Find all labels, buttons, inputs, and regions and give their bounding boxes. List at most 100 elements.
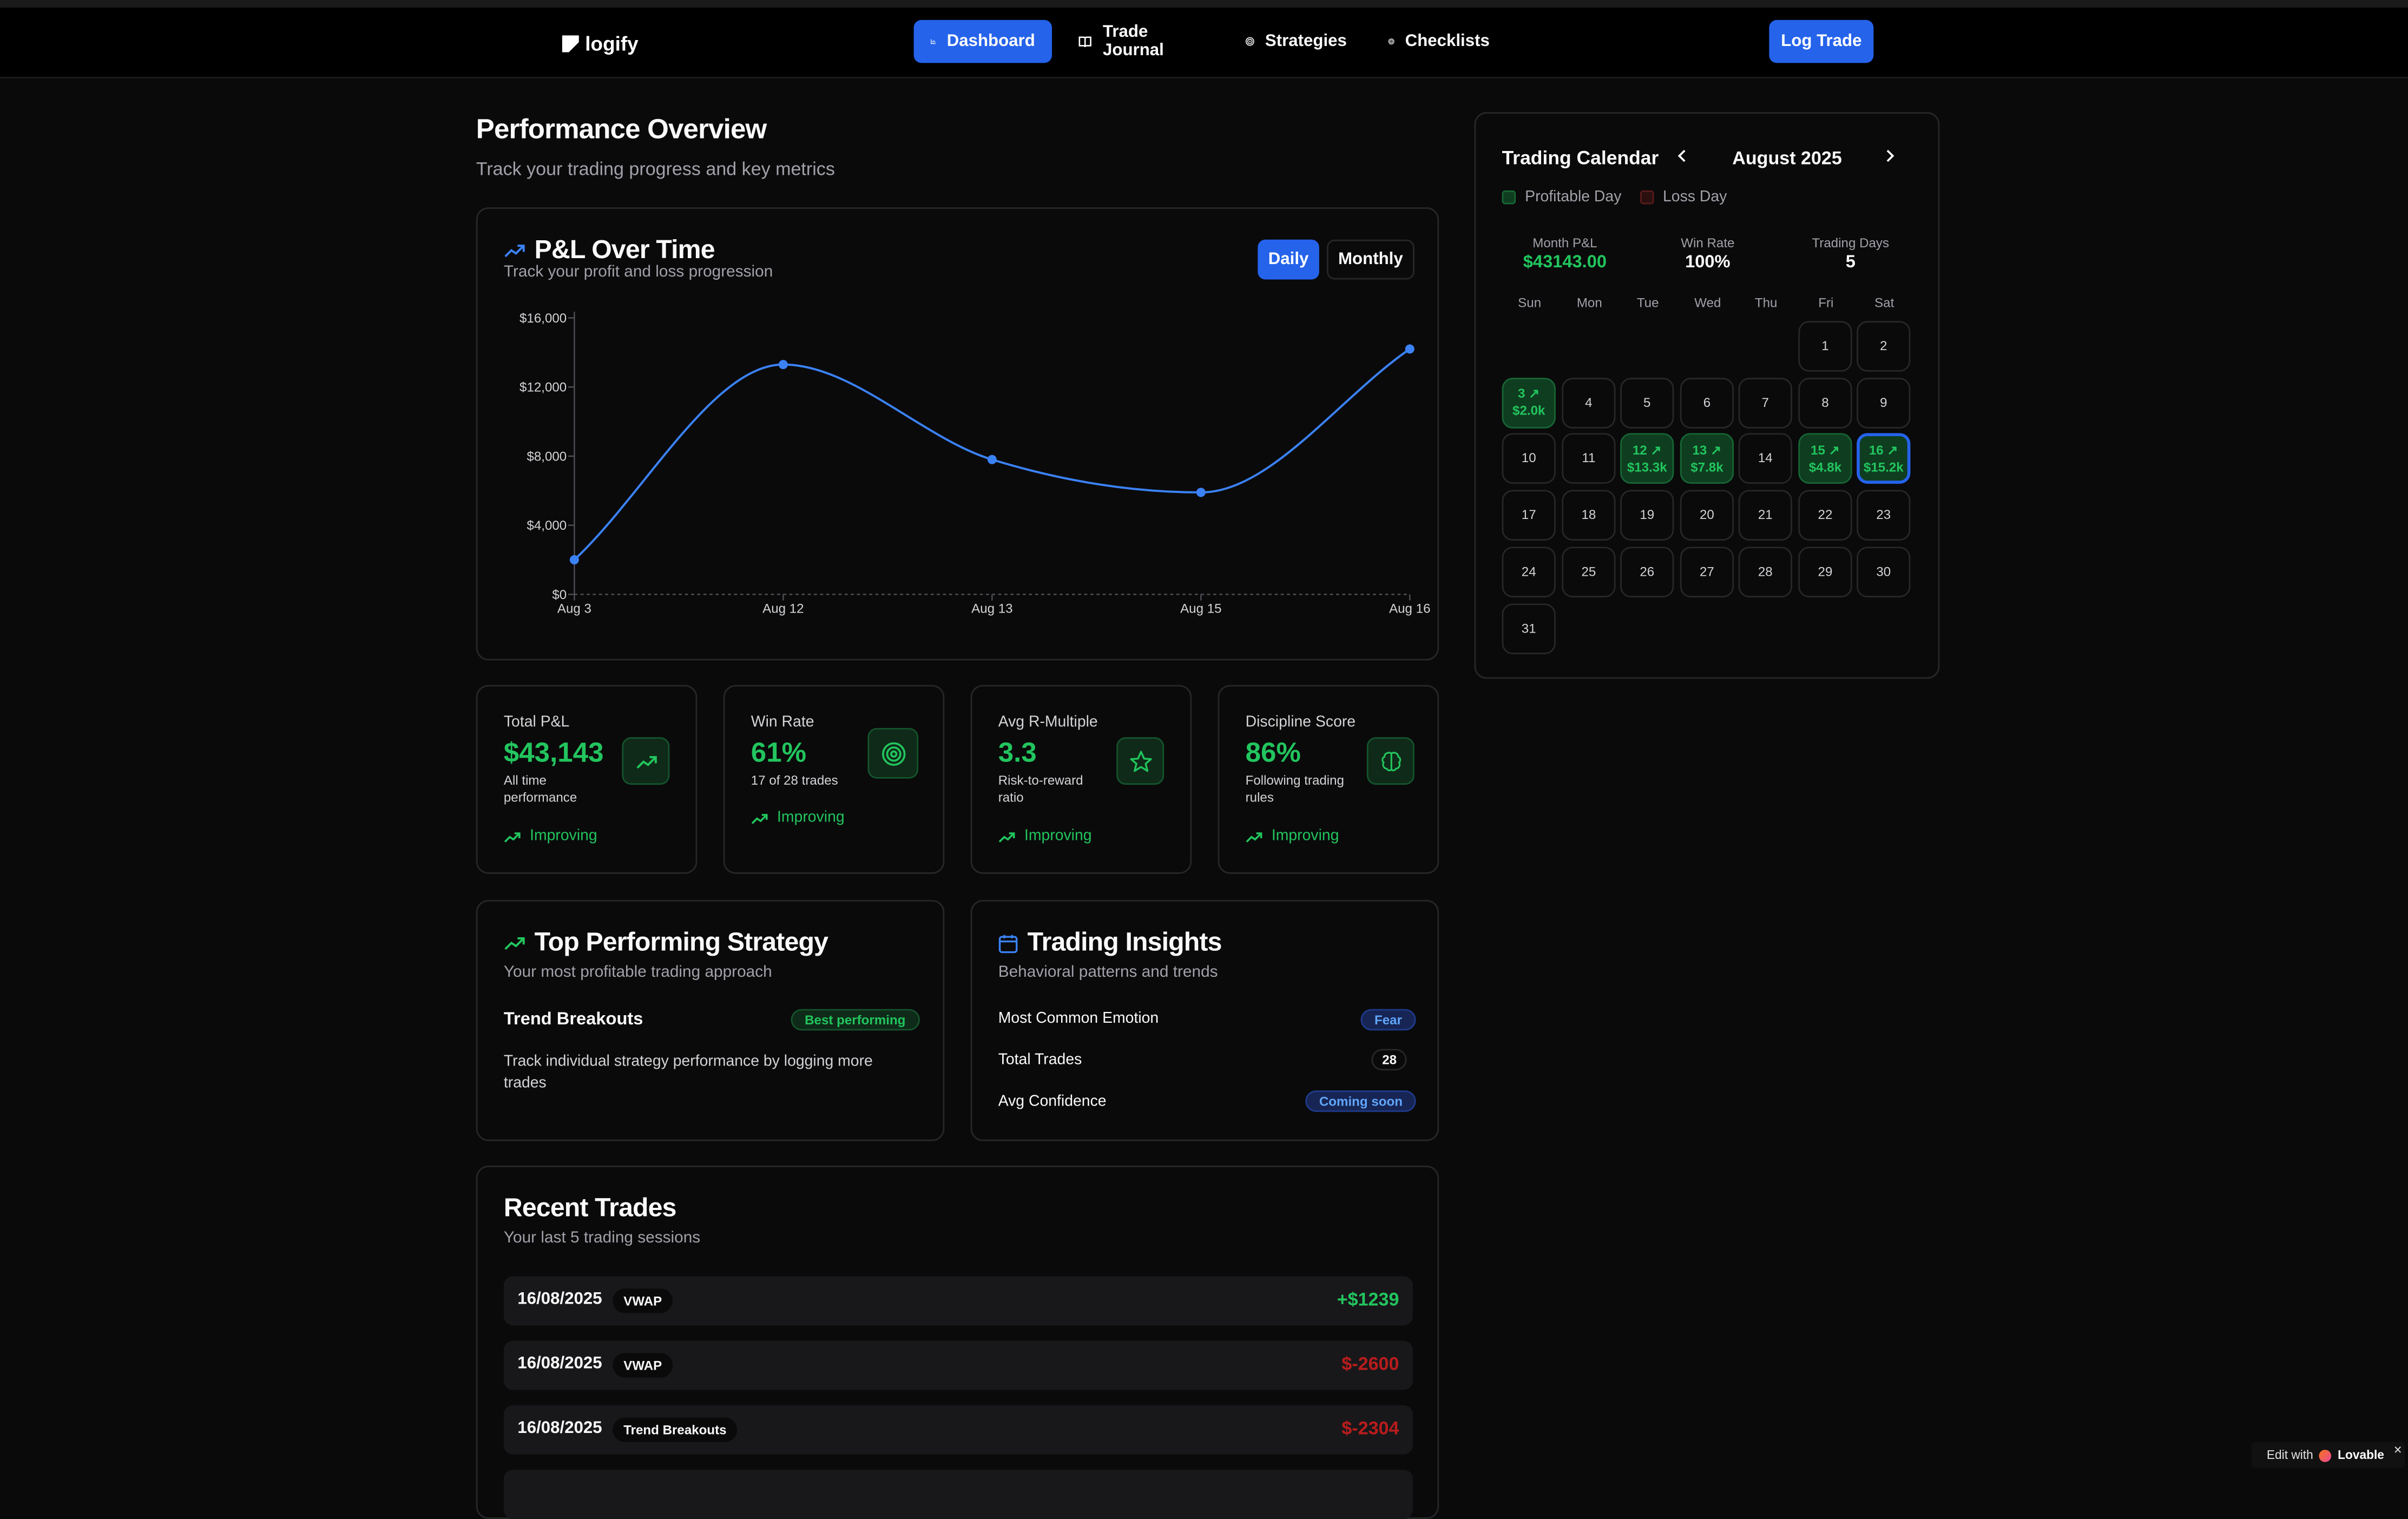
insights-header: Trading Insights (998, 928, 1222, 958)
top-strategy-subtitle: Your most profitable trading approach (503, 963, 772, 982)
calendar-day-14[interactable]: 14 (1738, 433, 1792, 485)
recent-trades-title: Recent Trades (503, 1193, 677, 1223)
strategy-note: Track individual strategy performance by… (503, 1053, 873, 1092)
pnl-line-chart: $0 $4,000 $8,000 $12,000 $16,000 Aug 3 Aug 12 A… (519, 311, 1430, 616)
log-trade-button[interactable]: Log Trade (1769, 19, 1874, 63)
metric-total-pnl: Total P&L $43,143 All time performance I… (476, 685, 698, 874)
target-icon (881, 741, 905, 765)
logo-icon (562, 35, 579, 52)
calendar-day-16[interactable]: 16 ↗ $15.2k (1857, 433, 1911, 485)
calendar-day-13[interactable]: 13 ↗ $7.8k (1680, 433, 1734, 485)
data-point (778, 360, 788, 370)
insight-label: Avg Confidence (998, 1093, 1107, 1110)
metric-discipline-score: Discipline Score 86% Following trading r… (1218, 685, 1439, 874)
data-point (987, 455, 997, 464)
weekday-label: Tue (1636, 294, 1659, 311)
day-pnl: $15.2k (1863, 459, 1904, 475)
calendar-day-1[interactable]: 1 (1798, 321, 1852, 372)
stat-label: Win Rate (1681, 235, 1735, 251)
recent-trades-card: Recent Trades Your last 5 trading sessio… (476, 1166, 1439, 1519)
trade-row[interactable] (503, 1469, 1413, 1519)
calendar-day-30[interactable]: 30 (1857, 546, 1911, 597)
calendar-day-3[interactable]: 3 ↗ $2.0k (1502, 377, 1556, 428)
calendar-day-24[interactable]: 24 (1502, 546, 1556, 597)
calendar-day-19[interactable]: 19 (1620, 490, 1674, 541)
day-pnl: $13.3k (1627, 459, 1667, 475)
insight-label: Total Trades (998, 1052, 1082, 1069)
calendar-day-28[interactable]: 28 (1738, 546, 1792, 597)
toggle-daily[interactable]: Daily (1258, 239, 1319, 280)
stat-value: $43143.00 (1523, 253, 1607, 272)
edit-with-lovable-badge[interactable]: Edit with Lovable × (2251, 1442, 2405, 1469)
total-trades-badge: 28 (1371, 1049, 1407, 1071)
nav-item-dashboard[interactable]: Dashboard (913, 19, 1052, 63)
calendar-day-17[interactable]: 17 (1502, 490, 1556, 541)
calendar-day-20[interactable]: 20 (1680, 490, 1734, 541)
badge-prefix: Edit with (2266, 1448, 2313, 1462)
calendar-day-5[interactable]: 5 (1620, 377, 1674, 428)
calendar-day-29[interactable]: 29 (1798, 546, 1852, 597)
y-tick-label: $12,000 (519, 380, 567, 395)
insight-label: Most Common Emotion (998, 1010, 1159, 1028)
metric-value: 61% (751, 737, 807, 768)
nav-label: Dashboard (946, 32, 1035, 51)
strategy-tag: VWAP (613, 1353, 673, 1378)
next-month-button[interactable] (1880, 144, 1902, 166)
emotion-badge: Fear (1360, 1009, 1416, 1031)
calendar-day-4[interactable]: 4 (1562, 377, 1616, 428)
metric-value: 3.3 (998, 737, 1037, 768)
page-title: Performance Overview (476, 114, 767, 144)
metric-trend: Improving (998, 828, 1092, 845)
calendar-day-7[interactable]: 7 (1738, 377, 1792, 428)
calendar-day-9[interactable]: 9 (1857, 377, 1911, 428)
strategy-tag: VWAP (613, 1288, 673, 1313)
metric-trend: Improving (1246, 828, 1339, 845)
data-point (1405, 344, 1414, 354)
top-strategy-title: Top Performing Strategy (534, 928, 828, 957)
badge-brand: Lovable (2338, 1448, 2384, 1462)
legend-loss-label: Loss Day (1663, 189, 1727, 206)
trade-pnl: +$1239 (1337, 1288, 1399, 1310)
calendar-day-18[interactable]: 18 (1562, 490, 1616, 541)
x-tick-label: Aug 15 (1180, 601, 1221, 616)
strategy-tag: Trend Breakouts (613, 1417, 738, 1442)
brand-logo[interactable]: logify (562, 32, 639, 55)
calendar-day-22[interactable]: 22 (1798, 490, 1852, 541)
calendar-day-6[interactable]: 6 (1680, 377, 1734, 428)
trade-row[interactable]: 16/08/2025 VWAP +$1239 (503, 1276, 1413, 1326)
calendar-day-15[interactable]: 15 ↗ $4.8k (1798, 433, 1852, 485)
metric-trend: Improving (504, 828, 597, 845)
x-tick-label: Aug 13 (971, 601, 1012, 616)
calendar-day-31[interactable]: 31 (1502, 602, 1556, 654)
pnl-title: P&L Over Time (534, 235, 715, 265)
metric-label: Avg R-Multiple (998, 714, 1098, 731)
nav-item-trade-journal[interactable]: Trade Journal (1061, 20, 1221, 63)
metric-icon-box (1116, 737, 1164, 785)
toggle-monthly[interactable]: Monthly (1327, 239, 1414, 280)
calendar-day-2[interactable]: 2 (1857, 321, 1911, 372)
chevron-left-icon (1677, 149, 1686, 161)
calendar-day-26[interactable]: 26 (1620, 546, 1674, 597)
nav-item-checklists[interactable]: Checklists (1371, 20, 1506, 63)
nav-item-strategies[interactable]: Strategies (1228, 20, 1364, 63)
trade-row[interactable]: 16/08/2025 Trend Breakouts $-2304 (503, 1405, 1413, 1455)
calendar-day-10[interactable]: 10 (1502, 433, 1556, 485)
calendar-day-23[interactable]: 23 (1857, 490, 1911, 541)
calendar-day-27[interactable]: 27 (1680, 546, 1734, 597)
trending-up-icon (504, 245, 525, 258)
trade-row[interactable]: 16/08/2025 VWAP $-2600 (503, 1340, 1413, 1390)
metric-icon-box (622, 737, 670, 785)
calendar-day-25[interactable]: 25 (1562, 546, 1616, 597)
calendar-day-12[interactable]: 12 ↗ $13.3k (1620, 433, 1674, 485)
metric-value: $43,143 (503, 737, 604, 768)
calendar-day-8[interactable]: 8 (1798, 377, 1852, 428)
trending-up-icon (504, 831, 521, 842)
calendar-day-21[interactable]: 21 (1738, 490, 1792, 541)
close-icon[interactable]: × (2393, 1442, 2402, 1458)
recent-trades-subtitle: Your last 5 trading sessions (503, 1228, 701, 1247)
metric-avg-r-multiple: Avg R-Multiple 3.3 Risk-to-reward ratio … (970, 685, 1192, 874)
calendar-day-11[interactable]: 11 (1562, 433, 1616, 485)
prev-month-button[interactable] (1671, 144, 1693, 166)
pnl-card: P&L Over Time Track your profit and loss… (476, 207, 1439, 661)
x-tick-label: Aug 16 (1389, 601, 1430, 616)
